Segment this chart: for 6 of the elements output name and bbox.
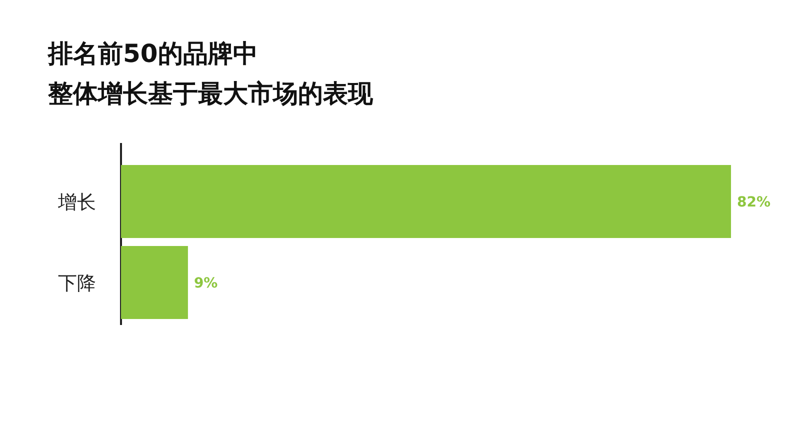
data-label: 82% <box>737 194 771 210</box>
subtitle: 整体增长基于最大市场的表现 <box>48 79 373 108</box>
y-tick-label: 下降 <box>58 272 96 294</box>
data-label: 9% <box>194 276 218 292</box>
y-tick-label: 增长 <box>57 192 96 214</box>
title: 排名前50的品牌中 <box>48 39 258 68</box>
